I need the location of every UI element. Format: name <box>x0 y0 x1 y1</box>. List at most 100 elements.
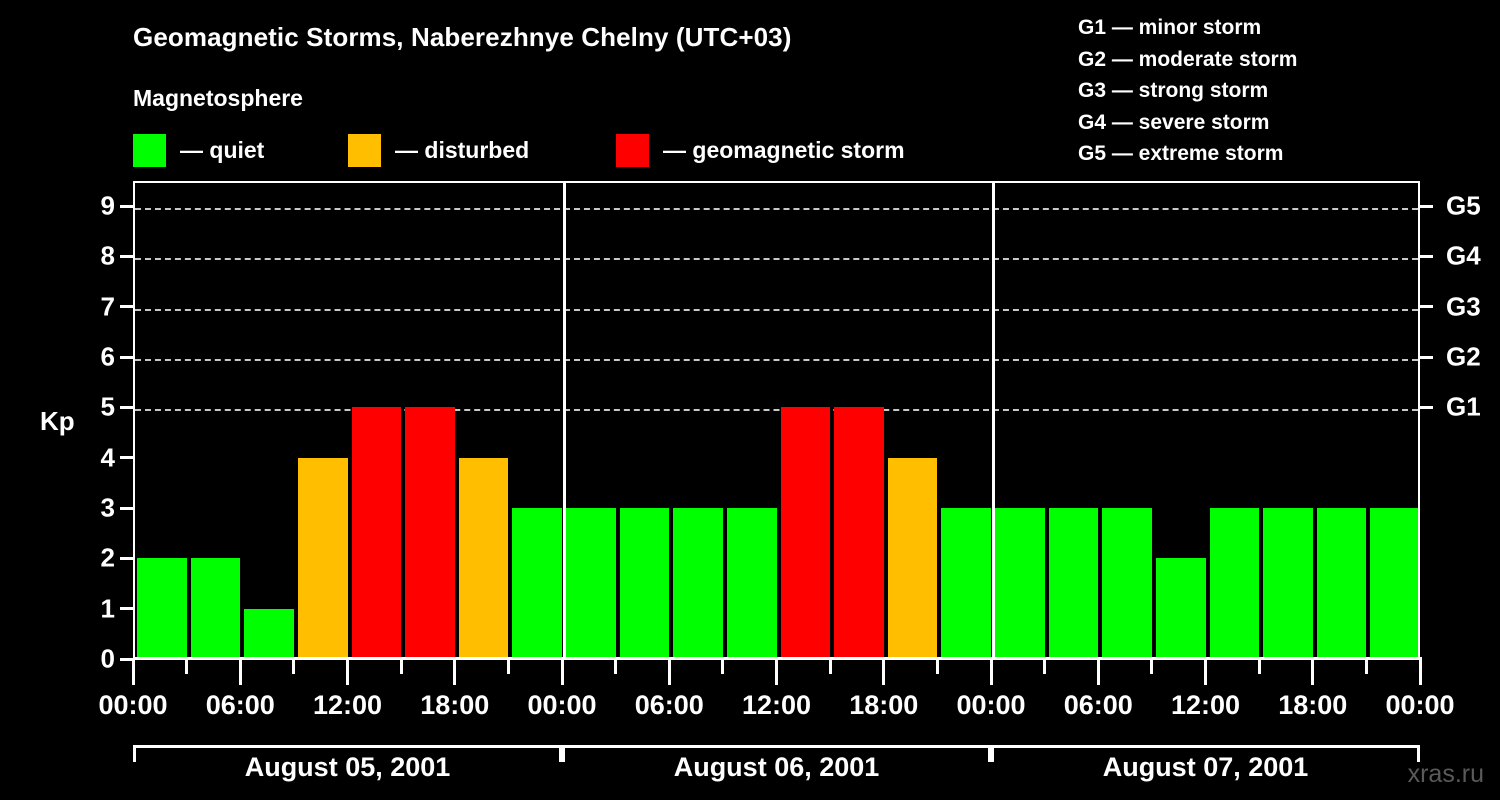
bar[interactable] <box>297 457 348 659</box>
bar[interactable] <box>834 407 884 659</box>
g-tick-G4 <box>1420 254 1433 258</box>
gridline-kp-7 <box>135 308 1418 311</box>
x-tick <box>292 660 296 674</box>
bar[interactable] <box>566 508 616 659</box>
x-tick <box>1096 660 1100 685</box>
g-axis-label-G5: G5 <box>1446 190 1481 221</box>
day-caption: August 07, 2001 <box>1102 752 1309 782</box>
x-tick <box>1364 660 1368 674</box>
x-tick <box>185 660 189 674</box>
legend-entry-quiet: — quiet <box>133 132 264 168</box>
bar[interactable] <box>405 407 455 659</box>
x-tick <box>346 660 349 685</box>
y-axis-label: Kp <box>40 406 75 436</box>
legend-swatch-disturbed-icon <box>348 133 381 167</box>
legend-swatch-quiet-icon <box>133 133 166 167</box>
bar[interactable] <box>137 558 187 659</box>
x-tick-label: 06:00 <box>205 690 275 720</box>
gridline-kp-6 <box>135 359 1418 362</box>
day-separator <box>562 183 566 659</box>
x-tick-label: 00:00 <box>98 690 168 720</box>
x-tick <box>828 660 832 674</box>
bar[interactable] <box>351 407 402 659</box>
x-tick-label: 00:00 <box>527 690 597 720</box>
x-tick <box>1418 660 1422 685</box>
g-tick-G1 <box>1420 405 1433 409</box>
y-tick-label-0: 0 <box>100 643 115 674</box>
g-tick-G3 <box>1420 305 1433 309</box>
bar[interactable] <box>941 508 991 659</box>
g-scale-legend: G1 — minor storm G2 — moderate storm G3 — … <box>1078 12 1297 170</box>
bar[interactable] <box>995 508 1045 659</box>
legend-entry-disturbed: — disturbed <box>348 132 529 168</box>
bar[interactable] <box>458 457 509 659</box>
bar[interactable] <box>1102 508 1152 659</box>
day-caption: August 06, 2001 <box>673 752 880 782</box>
bar[interactable] <box>673 508 723 659</box>
day-separator <box>991 183 995 659</box>
y-tick-9 <box>120 204 133 208</box>
bar[interactable] <box>1048 508 1099 659</box>
bar[interactable] <box>1316 508 1367 659</box>
watermark: xras.ru <box>1407 760 1484 788</box>
x-tick <box>1150 660 1154 674</box>
x-tick <box>453 660 457 685</box>
y-tick-label-2: 2 <box>100 542 115 573</box>
gridline-kp-9 <box>135 208 1418 211</box>
x-tick <box>1204 660 1207 685</box>
y-tick-1 <box>120 607 133 611</box>
x-tick <box>1257 660 1261 674</box>
legend-swatch-storm-icon <box>616 133 649 167</box>
x-tick-label: 06:00 <box>1063 690 1133 720</box>
y-tick-label-4: 4 <box>100 442 115 473</box>
x-tick-label: 18:00 <box>849 690 919 720</box>
y-tick-label-9: 9 <box>100 190 115 221</box>
bar[interactable] <box>726 508 777 659</box>
magnetosphere-label: Magnetosphere <box>133 85 303 111</box>
x-tick <box>882 660 886 685</box>
x-tick-label: 06:00 <box>634 690 704 720</box>
bar[interactable] <box>190 558 241 659</box>
gridline-kp-8 <box>135 258 1418 261</box>
day-caption: August 05, 2001 <box>244 752 451 782</box>
bar[interactable] <box>619 508 670 659</box>
bar[interactable] <box>887 457 938 659</box>
x-tick <box>614 660 618 674</box>
x-tick <box>560 660 564 685</box>
g-axis-label-G1: G1 <box>1446 391 1481 422</box>
g-axis-label-G2: G2 <box>1446 341 1481 372</box>
bar[interactable] <box>1209 508 1260 659</box>
y-tick-label-1: 1 <box>100 593 115 624</box>
legend-label-quiet: — quiet <box>180 136 265 163</box>
y-tick-4 <box>120 456 133 460</box>
y-tick-2 <box>120 556 133 560</box>
page-title: Geomagnetic Storms, Naberezhnye Chelny (… <box>133 22 792 52</box>
y-tick-5 <box>120 405 133 409</box>
x-tick <box>131 660 135 685</box>
legend-entry-storm: — geomagnetic storm <box>616 132 905 168</box>
bar[interactable] <box>1263 508 1313 659</box>
x-tick-label: 00:00 <box>1385 690 1455 720</box>
x-tick-label: 18:00 <box>420 690 490 720</box>
g-scale-row-3: G3 — strong storm <box>1078 79 1269 102</box>
bar[interactable] <box>1370 508 1418 659</box>
legend-label-storm: — geomagnetic storm <box>663 136 905 163</box>
day-bracket <box>991 745 1420 762</box>
g-scale-row-5: G5 — extreme storm <box>1078 142 1284 165</box>
g-tick-G5 <box>1420 204 1433 208</box>
bar[interactable] <box>1155 558 1206 659</box>
bar[interactable] <box>244 608 294 659</box>
x-tick <box>399 660 403 674</box>
x-tick <box>667 660 671 685</box>
plot-frame <box>133 181 1420 659</box>
g-axis-label-G4: G4 <box>1446 240 1481 271</box>
y-tick-label-8: 8 <box>100 240 115 271</box>
bar[interactable] <box>512 508 562 659</box>
y-tick-label-7: 7 <box>100 291 115 322</box>
x-tick <box>506 660 510 674</box>
bar[interactable] <box>780 407 831 659</box>
x-tick <box>1043 660 1047 674</box>
day-bracket <box>133 745 562 762</box>
y-tick-label-3: 3 <box>100 492 115 523</box>
y-tick-label-6: 6 <box>100 341 115 372</box>
